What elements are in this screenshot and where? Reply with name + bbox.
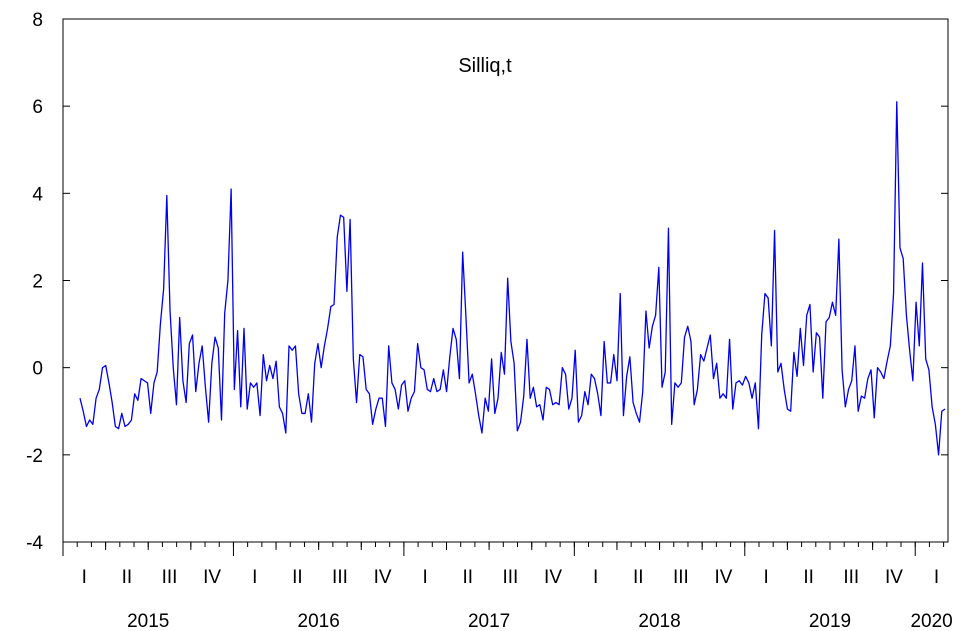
series-layer: [79, 101, 946, 456]
x-quarter-label: II: [803, 567, 814, 588]
x-quarter-label: I: [252, 567, 257, 588]
plot-frame: [62, 18, 949, 543]
series-line: [79, 101, 946, 456]
x-quarter-label: II: [463, 567, 474, 588]
x-quarter-label: II: [292, 567, 303, 588]
x-quarter-label: II: [122, 567, 133, 588]
x-quarter-label: I: [763, 567, 768, 588]
y-tick-label: 2: [32, 272, 43, 293]
x-quarter-label: IV: [714, 567, 732, 588]
x-year-label: 2017: [468, 611, 510, 631]
x-quarter-label: III: [162, 567, 178, 588]
x-quarter-label: III: [502, 567, 518, 588]
x-quarter-label: I: [82, 567, 87, 588]
chart-title: Silliq,t: [458, 55, 512, 77]
y-tick-label: 6: [32, 97, 43, 118]
y-tick-label: 0: [32, 359, 43, 380]
x-quarter-label: IV: [544, 567, 562, 588]
y-tick-label: -4: [26, 533, 43, 554]
x-quarter-label: IV: [374, 567, 392, 588]
x-year-label: 2016: [298, 611, 340, 631]
x-year-label: 2020: [910, 611, 952, 631]
x-quarter-label: I: [423, 567, 428, 588]
y-tick-label: 8: [32, 10, 43, 31]
x-year-label: 2019: [809, 611, 851, 631]
plot-area-border: [62, 18, 949, 543]
x-year-label: 2015: [127, 611, 169, 631]
y-axis: -4 -2 0 2 4 6 8: [26, 10, 948, 554]
x-quarter-label: I: [934, 567, 939, 588]
x-year-label: 2018: [638, 611, 680, 631]
x-quarter-label: I: [593, 567, 598, 588]
x-quarter-label: III: [673, 567, 689, 588]
x-quarter-label: III: [332, 567, 348, 588]
y-tick-label: 4: [32, 184, 43, 205]
x-quarter-label: III: [843, 567, 859, 588]
x-quarter-label: II: [633, 567, 644, 588]
y-tick-label: -2: [26, 446, 43, 467]
x-quarter-label: IV: [885, 567, 903, 588]
x-axis: I II III IV I II III IV I II III IV I II III IV I II III IV…: [62, 542, 953, 631]
x-quarter-label: IV: [203, 567, 221, 588]
